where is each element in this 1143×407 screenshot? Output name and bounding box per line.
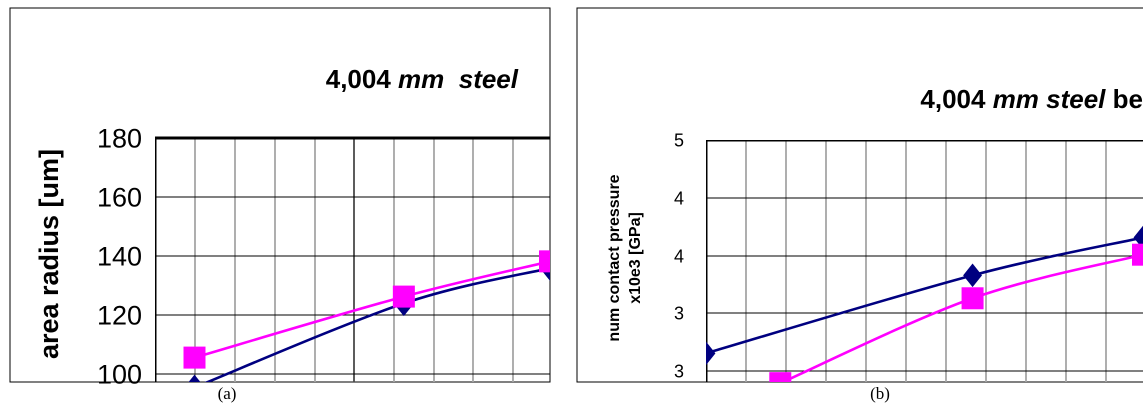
series-1-point-1 — [961, 287, 984, 310]
series-1-point-2 — [539, 250, 550, 273]
ytick-label: 3 — [674, 303, 684, 323]
title-part-0: 4,004 — [920, 84, 992, 114]
ytick-label: 5 — [674, 130, 684, 150]
title-part-2: be — [1105, 84, 1143, 114]
panel-b-frame — [576, 7, 1143, 383]
panel-b-series — [706, 225, 1143, 382]
ytick-label: 120 — [97, 301, 142, 331]
title-part-1: mm steel — [398, 64, 519, 94]
ytick-label: 100 — [97, 360, 142, 390]
ytick-label: 180 — [97, 124, 142, 154]
series-0-point-1 — [963, 263, 983, 288]
title-part-0: 4,004 — [326, 64, 398, 94]
chart-panel-a: 4,004 mm steel 180 160 140 120 100 area radi… — [9, 7, 551, 390]
ytick-label: 140 — [97, 242, 142, 272]
panel-a-grid — [155, 136, 550, 382]
panel-a-series — [183, 250, 550, 382]
ytick-label: 4 — [674, 188, 684, 208]
panel-a-ylabel: area radius [um] — [34, 149, 64, 359]
series-0-point-0 — [188, 374, 201, 382]
ytick-label: 160 — [97, 183, 142, 213]
title-part-1: mm steel — [993, 84, 1106, 114]
ytick-label: 4 — [674, 246, 684, 266]
panel-a-ytick-labels: 180 160 140 120 100 — [97, 124, 142, 390]
chart-panel-b: 4,004 mm steel be 5 4 4 3 3 num contact pres… — [576, 7, 1143, 383]
series-0-point-0 — [706, 341, 716, 366]
series-0-point-2 — [1133, 225, 1143, 250]
series-1-point-0 — [769, 372, 792, 382]
series-1-point-1 — [392, 285, 415, 308]
series-1-point-0 — [183, 346, 206, 369]
series-1-point-2 — [1132, 243, 1143, 266]
caption-a: (a) — [218, 384, 237, 403]
panel-a-frame — [9, 7, 551, 383]
panel-b-grid — [706, 140, 1143, 382]
panel-b-title: 4,004 mm steel be — [920, 84, 1143, 114]
panel-b-ytick-labels: 5 4 4 3 3 — [674, 130, 684, 381]
panel-b-ylabel-line-1: num contact pressure — [606, 174, 623, 341]
panel-b-ylabel-line-2: x10e3 [GPa] — [627, 212, 644, 304]
panel-a-title: 4,004 mm steel — [326, 64, 519, 94]
ytick-label: 3 — [674, 361, 684, 381]
caption-b: (b) — [870, 384, 890, 403]
